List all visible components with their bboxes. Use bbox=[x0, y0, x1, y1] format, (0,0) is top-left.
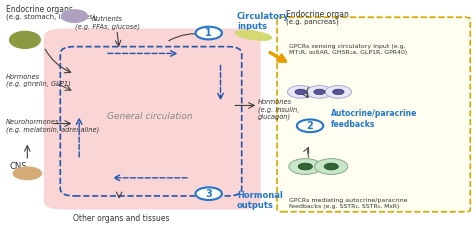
Ellipse shape bbox=[236, 30, 272, 40]
Text: 3: 3 bbox=[205, 189, 212, 199]
Text: Neurohormones
(e.g. melatonin, adrenaline): Neurohormones (e.g. melatonin, adrenalin… bbox=[6, 119, 100, 133]
Circle shape bbox=[314, 89, 325, 95]
Circle shape bbox=[315, 159, 348, 174]
Circle shape bbox=[324, 163, 338, 170]
Text: GPCRs mediating autocrine/paracrine
feedbacks (e.g. SSTR₂, SSTR₅, MsR): GPCRs mediating autocrine/paracrine feed… bbox=[289, 198, 407, 209]
Ellipse shape bbox=[9, 31, 40, 48]
Ellipse shape bbox=[62, 10, 87, 22]
Ellipse shape bbox=[13, 167, 41, 180]
Circle shape bbox=[325, 86, 352, 98]
Circle shape bbox=[289, 159, 322, 174]
Text: Other organs and tissues: Other organs and tissues bbox=[73, 214, 170, 223]
Text: General circulation: General circulation bbox=[107, 112, 192, 121]
Text: Circulatory
inputs: Circulatory inputs bbox=[237, 12, 290, 31]
Circle shape bbox=[196, 187, 222, 200]
FancyBboxPatch shape bbox=[44, 29, 261, 210]
Circle shape bbox=[297, 120, 323, 132]
Text: GPCRs sensing circulatory input (e.g.
MT₁R, α₂δAR, GHSR₁a, GLP1R, GPR40): GPCRs sensing circulatory input (e.g. MT… bbox=[289, 44, 407, 55]
Text: Hormones
(e.g. ghrelin, GLP1): Hormones (e.g. ghrelin, GLP1) bbox=[6, 74, 71, 87]
Text: Hormonal
outputs: Hormonal outputs bbox=[237, 191, 283, 210]
Circle shape bbox=[295, 89, 306, 95]
Circle shape bbox=[287, 86, 314, 98]
Text: CNS: CNS bbox=[9, 162, 27, 171]
Text: Endocrine organ: Endocrine organ bbox=[286, 11, 349, 19]
Text: 2: 2 bbox=[307, 121, 313, 131]
Circle shape bbox=[306, 86, 333, 98]
Circle shape bbox=[196, 27, 222, 39]
Text: (e.g. stomach, intestines): (e.g. stomach, intestines) bbox=[6, 14, 96, 20]
Text: Endocrine organs: Endocrine organs bbox=[6, 5, 73, 14]
FancyBboxPatch shape bbox=[277, 17, 470, 212]
Circle shape bbox=[298, 163, 312, 170]
Text: Autocrine/paracrine
feedbacks: Autocrine/paracrine feedbacks bbox=[331, 109, 418, 129]
Text: Hormones
(e.g. insulin,
glucagon): Hormones (e.g. insulin, glucagon) bbox=[258, 99, 300, 120]
Circle shape bbox=[333, 89, 344, 95]
Text: 1: 1 bbox=[205, 28, 212, 38]
Text: (e.g. pancreas): (e.g. pancreas) bbox=[286, 18, 339, 25]
Text: Nutrients
(e.g. FFAs, glucose): Nutrients (e.g. FFAs, glucose) bbox=[75, 16, 140, 30]
